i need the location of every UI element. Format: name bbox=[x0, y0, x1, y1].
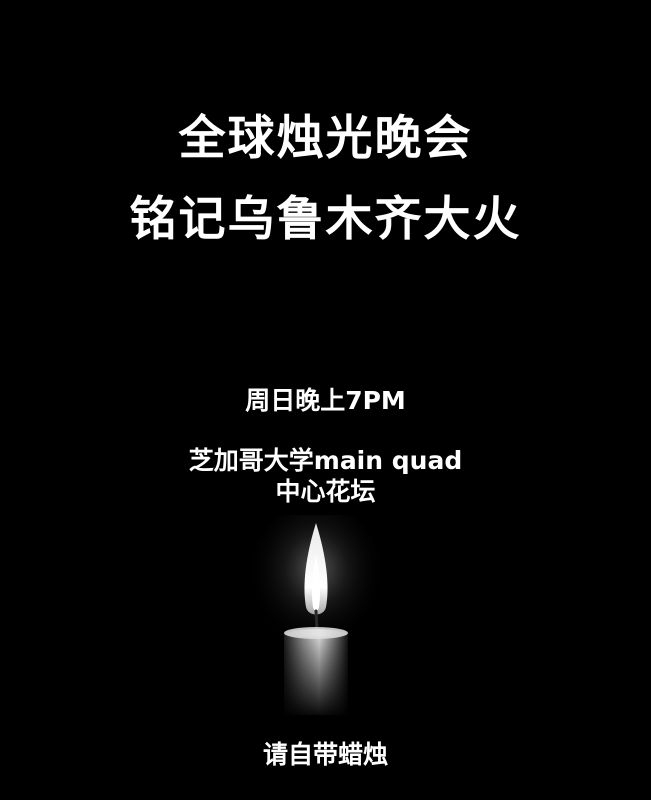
event-location-detail: 中心花坛 bbox=[275, 477, 376, 506]
candle-body bbox=[282, 627, 350, 715]
candle-icon bbox=[246, 515, 386, 715]
event-subtitle: 铭记乌鲁木齐大火 bbox=[129, 192, 522, 247]
event-time: 周日晚上7PM bbox=[245, 386, 406, 415]
footer-note: 请自带蜡烛 bbox=[262, 740, 388, 769]
event-title: 全球烛光晚会 bbox=[178, 111, 473, 166]
event-location: 芝加哥大学main quad bbox=[188, 446, 463, 475]
candle-flame bbox=[304, 523, 328, 615]
